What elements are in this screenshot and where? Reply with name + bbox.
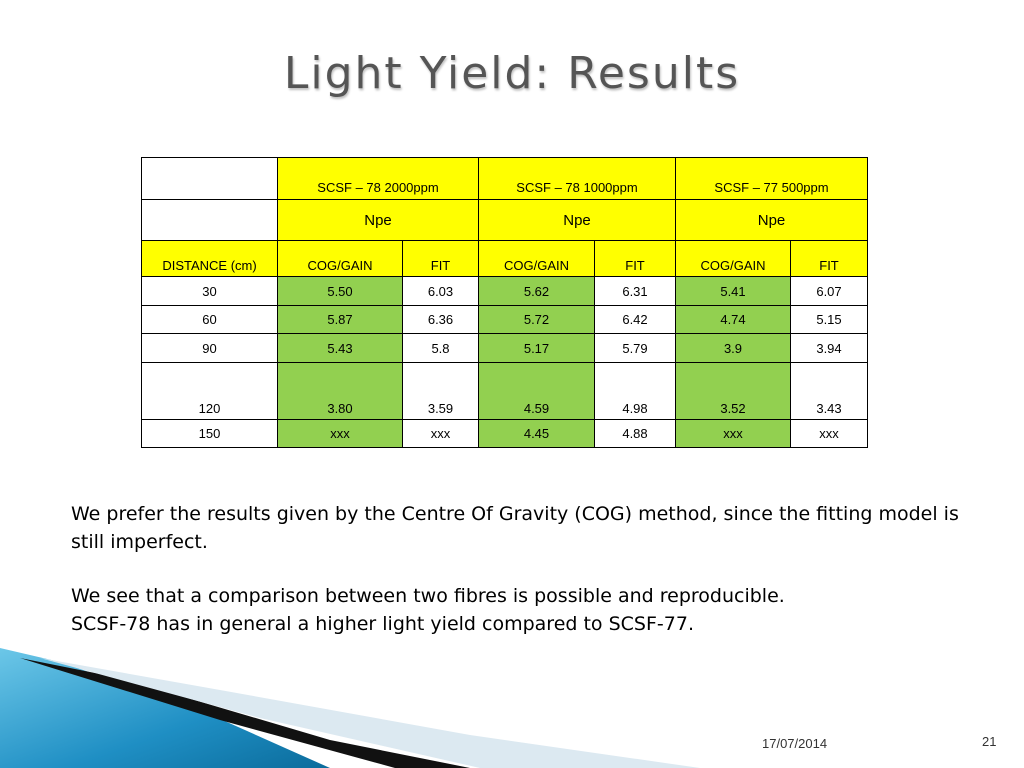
col-header-fit: FIT	[402, 240, 479, 277]
fit-cell: 3.94	[790, 333, 868, 363]
empty-corner-cell	[141, 199, 278, 241]
fit-cell: 4.98	[594, 362, 676, 420]
cog-gain-cell: 5.41	[675, 276, 791, 306]
distance-cell: 150	[141, 419, 278, 448]
cog-gain-cell: xxx	[675, 419, 791, 448]
cog-gain-cell: xxx	[277, 419, 403, 448]
group-header-scsf77-500: SCSF – 77 500ppm	[675, 157, 868, 200]
fit-cell: 4.88	[594, 419, 676, 448]
cog-gain-cell: 5.87	[277, 305, 403, 334]
cog-gain-cell: 5.62	[478, 276, 595, 306]
col-header-fit: FIT	[790, 240, 868, 277]
cog-gain-cell: 4.59	[478, 362, 595, 420]
col-header-fit: FIT	[594, 240, 676, 277]
cog-gain-cell: 4.74	[675, 305, 791, 334]
cog-gain-cell: 5.50	[277, 276, 403, 306]
npe-header-row: Npe Npe Npe	[141, 199, 868, 241]
cog-gain-cell: 5.17	[478, 333, 595, 363]
fit-cell: 5.8	[402, 333, 479, 363]
fit-cell: 3.43	[790, 362, 868, 420]
table-row: 120 3.80 3.59 4.59 4.98 3.52 3.43	[141, 362, 868, 420]
fit-cell: 5.79	[594, 333, 676, 363]
footer-date: 17/07/2014	[762, 736, 828, 751]
distance-cell: 90	[141, 333, 278, 363]
empty-corner-cell	[141, 157, 278, 200]
table-row: 90 5.43 5.8 5.17 5.79 3.9 3.94	[141, 333, 868, 363]
decorative-swoosh	[0, 648, 700, 768]
cog-gain-cell: 3.9	[675, 333, 791, 363]
cog-preference-paragraph: We prefer the results given by the Centr…	[71, 503, 959, 553]
col-header-cog-gain: COG/GAIN	[675, 240, 791, 277]
fit-cell: 6.31	[594, 276, 676, 306]
comparison-paragraph: We see that a comparison between two fib…	[71, 585, 785, 607]
fit-cell: xxx	[790, 419, 868, 448]
results-table: SCSF – 78 2000ppm SCSF – 78 1000ppm SCSF…	[141, 157, 868, 448]
group-header-scsf78-1000: SCSF – 78 1000ppm	[478, 157, 676, 200]
fit-cell: 6.07	[790, 276, 868, 306]
col-header-distance: DISTANCE (cm)	[141, 240, 278, 277]
column-header-row: DISTANCE (cm) COG/GAIN FIT COG/GAIN FIT …	[141, 240, 868, 277]
npe-label: Npe	[478, 199, 676, 241]
col-header-cog-gain: COG/GAIN	[277, 240, 403, 277]
npe-label: Npe	[277, 199, 479, 241]
fit-cell: 5.15	[790, 305, 868, 334]
cog-gain-cell: 3.52	[675, 362, 791, 420]
page-number: 21	[982, 734, 997, 749]
fit-cell: 6.42	[594, 305, 676, 334]
col-header-cog-gain: COG/GAIN	[478, 240, 595, 277]
table-row: 60 5.87 6.36 5.72 6.42 4.74 5.15	[141, 305, 868, 334]
cog-gain-cell: 5.72	[478, 305, 595, 334]
cog-gain-cell: 5.43	[277, 333, 403, 363]
table-row: 30 5.50 6.03 5.62 6.31 5.41 6.07	[141, 276, 868, 306]
conclusion-paragraph: SCSF-78 has in general a higher light yi…	[71, 613, 694, 635]
body-text: We prefer the results given by the Centr…	[71, 500, 971, 638]
group-header-row: SCSF – 78 2000ppm SCSF – 78 1000ppm SCSF…	[141, 157, 868, 200]
fit-cell: 6.36	[402, 305, 479, 334]
npe-label: Npe	[675, 199, 868, 241]
table-row: 150 xxx xxx 4.45 4.88 xxx xxx	[141, 419, 868, 448]
cog-gain-cell: 4.45	[478, 419, 595, 448]
distance-cell: 120	[141, 362, 278, 420]
distance-cell: 30	[141, 276, 278, 306]
slide-title: Light Yield: Results	[283, 48, 741, 99]
cog-gain-cell: 3.80	[277, 362, 403, 420]
fit-cell: 6.03	[402, 276, 479, 306]
distance-cell: 60	[141, 305, 278, 334]
fit-cell: xxx	[402, 419, 479, 448]
fit-cell: 3.59	[402, 362, 479, 420]
group-header-scsf78-2000: SCSF – 78 2000ppm	[277, 157, 479, 200]
